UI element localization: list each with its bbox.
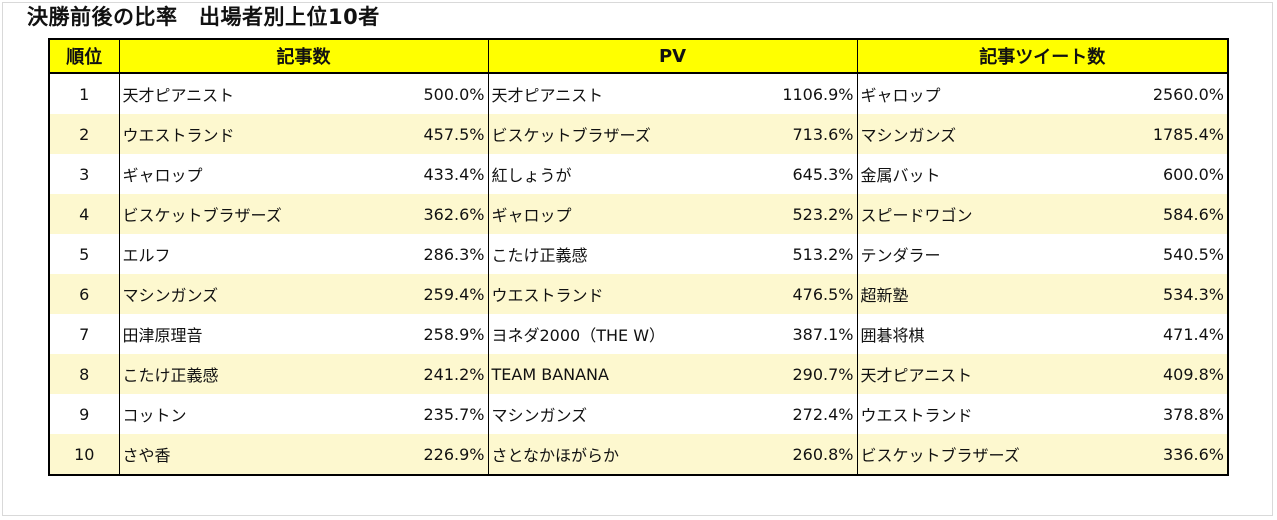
table-row: 6 マシンガンズ 259.4% ウエストランド 476.5% 超新塾 534.3%	[48, 274, 1229, 314]
tweets-pct-cell: 409.8%	[1085, 354, 1229, 394]
articles-name-cell: 田津原理音	[118, 314, 345, 354]
articles-name-cell: 天才ピアニスト	[118, 73, 345, 114]
tweets-name-cell: マシンガンズ	[856, 114, 1085, 154]
tweets-pct-cell: 471.4%	[1085, 314, 1229, 354]
pv-name-cell: 天才ピアニスト	[487, 73, 710, 114]
pv-name-cell: マシンガンズ	[487, 394, 710, 434]
rank-cell: 3	[48, 154, 120, 194]
pv-name-cell: さとなかほがらか	[487, 434, 710, 475]
rank-cell: 1	[48, 73, 120, 114]
table-row: 4 ビスケットブラザーズ 362.6% ギャロップ 523.2% スピードワゴン 584.6…	[48, 194, 1229, 234]
articles-name-cell: さや香	[118, 434, 345, 475]
tweets-name-cell: テンダラー	[856, 234, 1085, 274]
pv-pct-cell: 513.2%	[710, 234, 858, 274]
articles-pct-cell: 362.6%	[345, 194, 489, 234]
articles-pct-cell: 258.9%	[345, 314, 489, 354]
table-row: 10 さや香 226.9% さとなかほがらか 260.8% ビスケットブラザーズ 336.6…	[48, 434, 1229, 475]
rank-cell: 7	[48, 314, 120, 354]
rank-cell: 8	[48, 354, 120, 394]
pv-pct-cell: 713.6%	[710, 114, 858, 154]
tweets-name-cell: スピードワゴン	[856, 194, 1085, 234]
pv-name-cell: こたけ正義感	[487, 234, 710, 274]
table-row: 1 天才ピアニスト 500.0% 天才ピアニスト 1106.9% ギャロップ 2560.0%	[48, 73, 1229, 114]
articles-name-cell: ギャロップ	[118, 154, 345, 194]
articles-name-cell: マシンガンズ	[118, 274, 345, 314]
articles-pct-cell: 286.3%	[345, 234, 489, 274]
page-title: 決勝前後の比率 出場者別上位10者	[27, 5, 380, 29]
table-row: 2 ウエストランド 457.5% ビスケットブラザーズ 713.6% マシンガンズ 1785…	[48, 114, 1229, 154]
pv-pct-cell: 272.4%	[710, 394, 858, 434]
articles-name-cell: ウエストランド	[118, 114, 345, 154]
tweets-name-cell: 天才ピアニスト	[856, 354, 1085, 394]
pv-pct-cell: 260.8%	[710, 434, 858, 475]
tweets-pct-cell: 584.6%	[1085, 194, 1229, 234]
pv-pct-cell: 523.2%	[710, 194, 858, 234]
header-rank: 順位	[48, 38, 120, 74]
pv-name-cell: ウエストランド	[487, 274, 710, 314]
rank-cell: 10	[48, 434, 120, 475]
pv-name-cell: ヨネダ2000（THE W）	[487, 314, 710, 354]
rank-cell: 6	[48, 274, 120, 314]
tweets-pct-cell: 540.5%	[1085, 234, 1229, 274]
articles-pct-cell: 241.2%	[345, 354, 489, 394]
articles-pct-cell: 457.5%	[345, 114, 489, 154]
tweets-name-cell: 超新塾	[856, 274, 1085, 314]
ranking-table: 順位 記事数 PV 記事ツイート数 1 天才ピアニスト 500.0% 天才ピアニスト 1…	[48, 38, 1229, 476]
tweets-name-cell: ギャロップ	[856, 73, 1085, 114]
tweets-pct-cell: 336.6%	[1085, 434, 1229, 475]
pv-name-cell: ビスケットブラザーズ	[487, 114, 710, 154]
articles-pct-cell: 226.9%	[345, 434, 489, 475]
header-articles: 記事数	[118, 38, 489, 74]
table-row: 8 こたけ正義感 241.2% TEAM BANANA 290.7% 天才ピアニスト 409…	[48, 354, 1229, 394]
table-row: 9 コットン 235.7% マシンガンズ 272.4% ウエストランド 378.8%	[48, 394, 1229, 434]
table-row: 3 ギャロップ 433.4% 紅しょうが 645.3% 金属バット 600.0%	[48, 154, 1229, 194]
tweets-pct-cell: 600.0%	[1085, 154, 1229, 194]
tweets-pct-cell: 534.3%	[1085, 274, 1229, 314]
rank-cell: 4	[48, 194, 120, 234]
tweets-name-cell: ウエストランド	[856, 394, 1085, 434]
articles-pct-cell: 235.7%	[345, 394, 489, 434]
pv-name-cell: TEAM BANANA	[487, 354, 710, 394]
tweets-pct-cell: 1785.4%	[1085, 114, 1229, 154]
header-row: 順位 記事数 PV 記事ツイート数	[48, 38, 1229, 74]
rank-cell: 2	[48, 114, 120, 154]
articles-name-cell: こたけ正義感	[118, 354, 345, 394]
pv-name-cell: 紅しょうが	[487, 154, 710, 194]
tweets-name-cell: ビスケットブラザーズ	[856, 434, 1085, 475]
pv-pct-cell: 290.7%	[710, 354, 858, 394]
header-pv: PV	[487, 38, 858, 74]
pv-pct-cell: 387.1%	[710, 314, 858, 354]
table-row: 5 エルフ 286.3% こたけ正義感 513.2% テンダラー 540.5%	[48, 234, 1229, 274]
articles-name-cell: コットン	[118, 394, 345, 434]
tweets-name-cell: 金属バット	[856, 154, 1085, 194]
rank-cell: 5	[48, 234, 120, 274]
articles-pct-cell: 259.4%	[345, 274, 489, 314]
tweets-pct-cell: 2560.0%	[1085, 73, 1229, 114]
articles-name-cell: エルフ	[118, 234, 345, 274]
pv-name-cell: ギャロップ	[487, 194, 710, 234]
pv-pct-cell: 645.3%	[710, 154, 858, 194]
tweets-pct-cell: 378.8%	[1085, 394, 1229, 434]
header-tweets: 記事ツイート数	[856, 38, 1229, 74]
articles-pct-cell: 500.0%	[345, 73, 489, 114]
table-row: 7 田津原理音 258.9% ヨネダ2000（THE W） 387.1% 囲碁将棋 471.…	[48, 314, 1229, 354]
tweets-name-cell: 囲碁将棋	[856, 314, 1085, 354]
rank-cell: 9	[48, 394, 120, 434]
pv-pct-cell: 476.5%	[710, 274, 858, 314]
articles-pct-cell: 433.4%	[345, 154, 489, 194]
pv-pct-cell: 1106.9%	[710, 73, 858, 114]
articles-name-cell: ビスケットブラザーズ	[118, 194, 345, 234]
